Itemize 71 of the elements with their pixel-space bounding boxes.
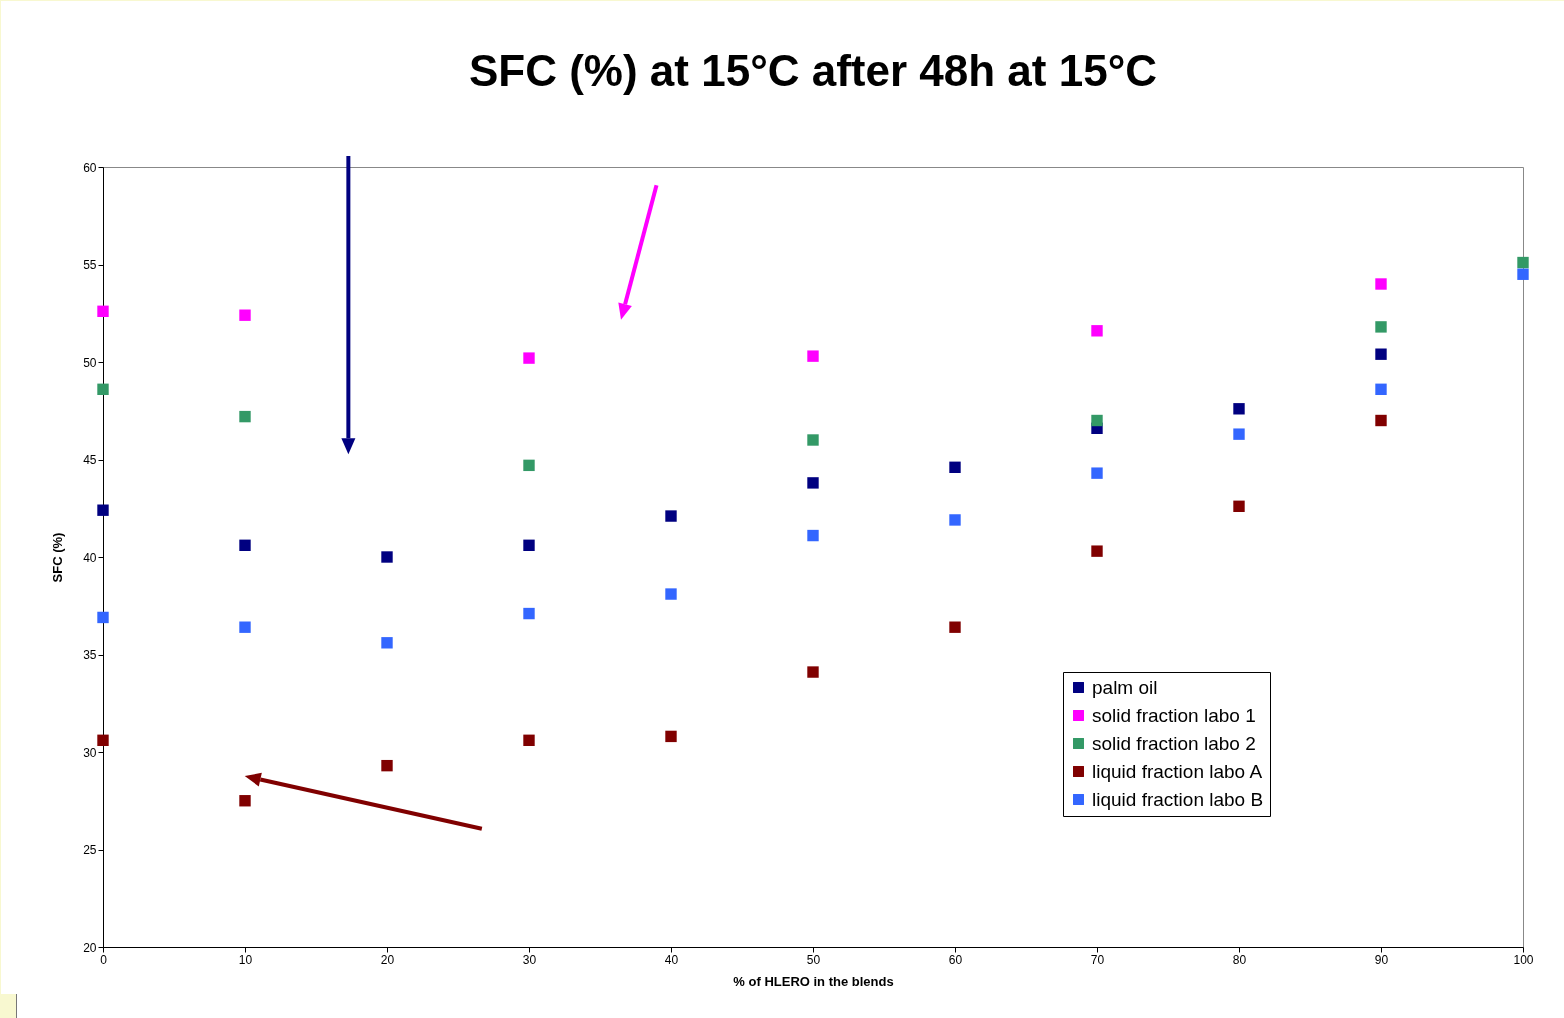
legend-label: liquid fraction labo B bbox=[1092, 788, 1264, 810]
x-tick-label: 10 bbox=[238, 952, 253, 967]
point bbox=[665, 730, 677, 743]
x-tick-label: 90 bbox=[1374, 952, 1389, 967]
point bbox=[523, 459, 535, 472]
x-tick-label: 100 bbox=[1513, 952, 1534, 967]
point bbox=[239, 410, 251, 423]
x-tick-label: 70 bbox=[1090, 952, 1105, 967]
point bbox=[381, 759, 393, 772]
y-axis-title: SFC (%) bbox=[50, 532, 66, 583]
point bbox=[239, 621, 251, 633]
x-tick-label: 60 bbox=[948, 952, 963, 967]
point bbox=[381, 551, 393, 563]
x-axis-title: % of HLERO in the blends bbox=[733, 973, 894, 989]
point bbox=[1375, 414, 1387, 427]
point bbox=[1375, 321, 1387, 333]
point bbox=[97, 504, 109, 516]
legend-label: palm oil bbox=[1092, 676, 1158, 698]
point bbox=[949, 461, 961, 473]
chart-title: SFC (%) at 15°C after 48h at 15°C bbox=[468, 46, 1158, 95]
point bbox=[1233, 500, 1245, 512]
point bbox=[807, 529, 819, 542]
point bbox=[523, 607, 535, 620]
x-tick-label: 40 bbox=[664, 952, 679, 967]
legend-label: solid fraction labo 1 bbox=[1092, 704, 1256, 726]
point bbox=[1091, 467, 1103, 479]
point bbox=[1517, 256, 1529, 269]
point bbox=[665, 510, 677, 522]
point bbox=[1375, 348, 1387, 360]
legend-label: liquid fraction labo A bbox=[1092, 760, 1263, 782]
y-tick-label: 45 bbox=[83, 453, 97, 467]
point bbox=[1091, 325, 1103, 337]
point bbox=[239, 539, 251, 551]
point bbox=[1375, 383, 1387, 395]
x-tick-label: 30 bbox=[522, 952, 537, 967]
point bbox=[523, 539, 535, 551]
y-tick-label: 30 bbox=[83, 745, 97, 760]
y-tick-label: 50 bbox=[83, 355, 97, 370]
point bbox=[807, 350, 819, 362]
point bbox=[97, 734, 109, 746]
point bbox=[523, 352, 535, 364]
y-tick-label: 60 bbox=[83, 160, 97, 175]
point bbox=[807, 477, 819, 489]
x-tick-label: 0 bbox=[100, 952, 108, 967]
y-tick-label: 55 bbox=[83, 258, 97, 272]
x-tick-label: 80 bbox=[1232, 952, 1247, 967]
point bbox=[665, 588, 677, 600]
point bbox=[949, 514, 961, 526]
point bbox=[1233, 428, 1245, 440]
point bbox=[1375, 278, 1387, 290]
point bbox=[97, 611, 109, 624]
point bbox=[239, 309, 251, 321]
y-tick-label: 40 bbox=[83, 550, 97, 565]
point bbox=[1091, 545, 1103, 557]
legend-label: solid fraction labo 2 bbox=[1092, 732, 1256, 754]
point bbox=[807, 434, 819, 446]
point bbox=[1091, 414, 1103, 427]
y-tick-label: 25 bbox=[83, 843, 97, 857]
point bbox=[239, 795, 251, 807]
point bbox=[523, 734, 535, 746]
point bbox=[97, 305, 109, 317]
point bbox=[949, 621, 961, 633]
y-tick-label: 35 bbox=[83, 648, 97, 662]
point bbox=[1233, 403, 1245, 415]
y-tick-label: 20 bbox=[83, 940, 97, 955]
x-tick-label: 50 bbox=[806, 952, 821, 967]
point bbox=[97, 383, 109, 395]
x-tick-label: 20 bbox=[380, 952, 395, 967]
point bbox=[381, 637, 393, 649]
point bbox=[1517, 268, 1529, 280]
point bbox=[807, 666, 819, 678]
